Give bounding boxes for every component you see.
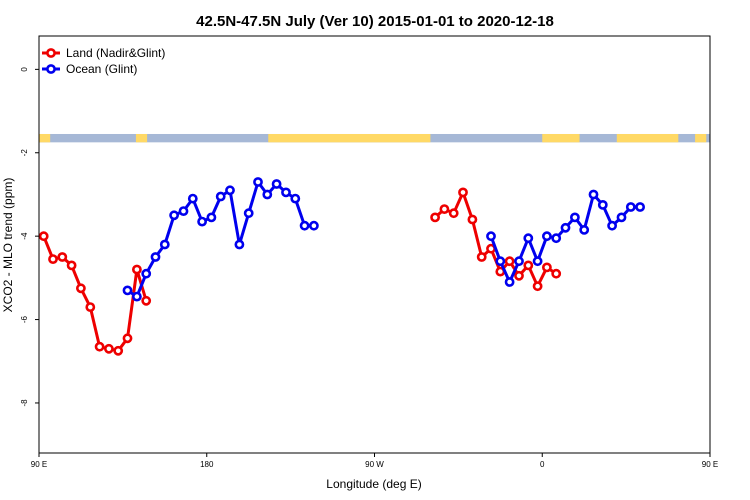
land-band-segment <box>542 133 580 143</box>
data-point <box>523 233 534 244</box>
data-point <box>290 193 301 204</box>
data-point <box>439 204 450 214</box>
data-point <box>532 281 543 292</box>
data-point <box>150 252 161 262</box>
legend-marker <box>46 48 56 58</box>
y-tick-label: -2 <box>20 149 29 157</box>
legend-marker <box>46 64 56 74</box>
x-tick-label: 180 <box>200 460 214 469</box>
data-point <box>486 231 496 242</box>
data-point <box>281 187 291 198</box>
data-point <box>635 202 645 212</box>
data-point <box>523 260 534 271</box>
y-tick-label: -4 <box>20 232 29 240</box>
x-axis: 90 E 180 90 W 0 90 E <box>31 453 718 469</box>
data-point <box>551 268 562 279</box>
data-point <box>187 193 198 204</box>
data-point <box>458 187 468 198</box>
data-point <box>253 177 263 187</box>
data-point <box>448 208 459 219</box>
data-point <box>542 231 552 242</box>
data-point <box>467 214 478 225</box>
legend-label: Land (Nadir&Glint) <box>66 46 165 60</box>
data-point <box>178 206 189 216</box>
data-point <box>430 212 440 223</box>
data-point <box>169 210 179 221</box>
y-axis-label: XCO2 - MLO trend (ppm) <box>1 178 15 313</box>
data-point <box>271 179 282 189</box>
data-point <box>159 239 170 250</box>
land-ocean-band <box>39 133 710 143</box>
land-band-segment <box>268 133 431 143</box>
data-point <box>299 220 310 231</box>
data-point <box>551 233 562 244</box>
land-band-segment <box>616 133 679 143</box>
data-point <box>476 252 487 262</box>
data-point <box>206 212 217 223</box>
data-point <box>122 333 133 344</box>
data-point <box>597 199 608 210</box>
data-point <box>243 208 254 219</box>
data-point <box>215 191 226 202</box>
y-axis: 0 -2 -4 -6 -8 <box>20 67 39 407</box>
x-tick-label: 90 E <box>31 460 47 469</box>
data-point <box>542 262 552 273</box>
data-point <box>234 239 245 250</box>
data-point <box>579 224 590 235</box>
y-tick-label: -6 <box>20 315 29 323</box>
data-point <box>570 212 580 223</box>
data-point <box>76 283 86 294</box>
series-layer <box>38 177 645 356</box>
series-0 <box>38 187 562 356</box>
data-point <box>616 212 627 223</box>
data-point <box>504 277 515 287</box>
x-tick-label: 90 E <box>702 460 718 469</box>
chart-title: 42.5N-47.5N July (Ver 10) 2015-01-01 to … <box>196 13 554 30</box>
data-point <box>113 345 124 356</box>
plot-frame <box>38 35 711 454</box>
land-band-segment <box>135 133 148 143</box>
series-1 <box>122 177 645 302</box>
data-point <box>560 222 571 233</box>
data-point <box>94 341 105 352</box>
x-tick-label: 90 W <box>365 460 384 469</box>
data-point <box>48 254 58 264</box>
legend: Land (Nadir&Glint) Ocean (Glint) <box>42 46 165 76</box>
data-point <box>495 256 506 267</box>
data-point <box>225 185 235 196</box>
data-point <box>38 231 49 242</box>
y-tick-label: 0 <box>20 67 29 72</box>
data-point <box>104 343 114 354</box>
land-band-segment <box>39 133 51 143</box>
data-point <box>131 264 142 275</box>
data-point <box>131 291 142 302</box>
data-point <box>85 302 96 312</box>
data-point <box>141 295 152 306</box>
data-point <box>514 256 524 267</box>
data-point <box>607 220 617 231</box>
data-point <box>308 220 319 231</box>
x-tick-label: 0 <box>540 460 545 469</box>
y-tick-label: -8 <box>20 399 29 407</box>
land-band-segment <box>695 133 707 143</box>
x-axis-label: Longitude (deg E) <box>326 477 421 491</box>
data-point <box>122 285 133 296</box>
data-point <box>141 268 152 279</box>
legend-label: Ocean (Glint) <box>66 62 137 76</box>
data-point <box>532 256 543 267</box>
data-point <box>514 270 524 281</box>
data-point <box>66 260 77 271</box>
data-point <box>588 189 599 200</box>
data-point <box>504 256 515 267</box>
data-point <box>197 216 207 227</box>
data-point <box>625 202 636 212</box>
data-point <box>262 189 273 200</box>
data-point <box>57 252 68 262</box>
